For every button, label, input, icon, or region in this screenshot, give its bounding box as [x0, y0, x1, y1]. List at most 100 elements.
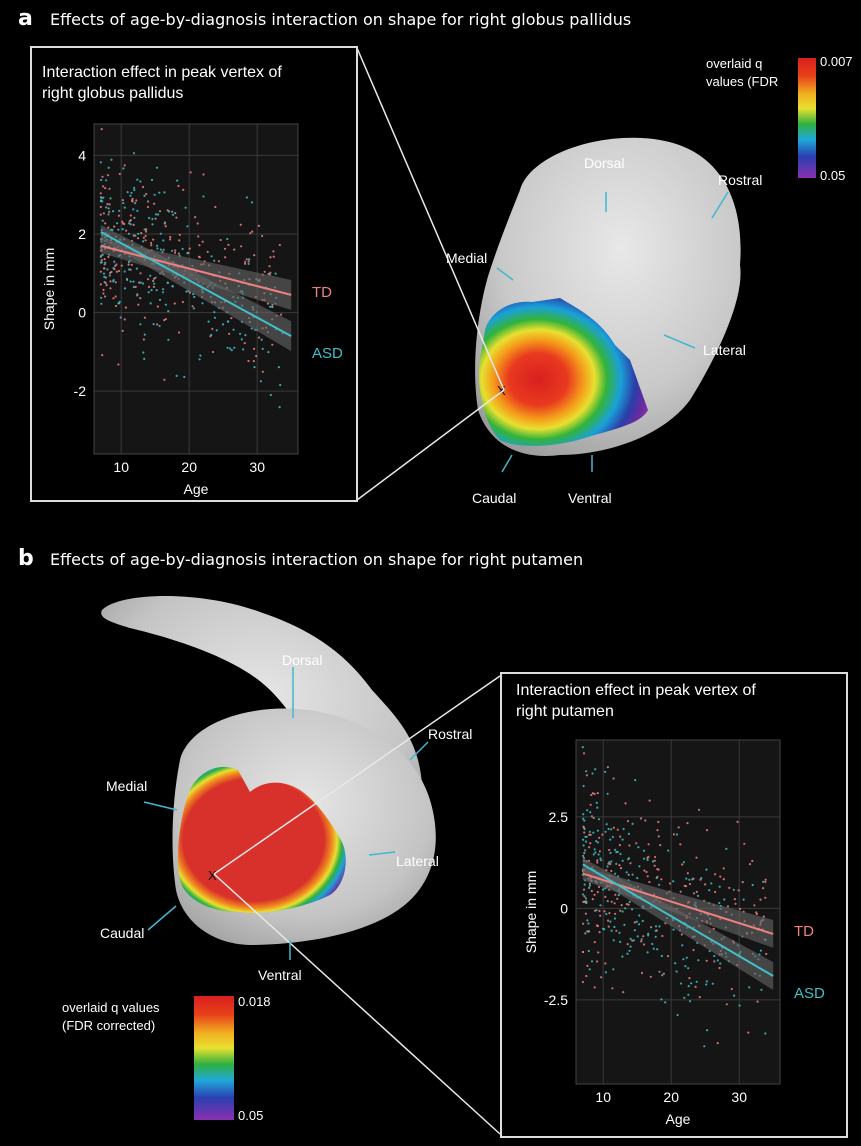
scatter-point	[164, 225, 167, 228]
colorbar-b-label-line1: overlaid q values	[62, 1000, 160, 1015]
colorbar-a-min: 0.05	[820, 168, 846, 183]
scatter-point	[675, 970, 678, 973]
scatter-point	[648, 880, 651, 884]
scatter-point	[99, 192, 102, 195]
scatter-point	[593, 893, 596, 896]
scatter-point	[583, 831, 586, 834]
scatter-point	[718, 966, 721, 970]
scatter-point	[628, 900, 631, 903]
x-tick-label: 30	[731, 1089, 747, 1105]
scatter-point	[133, 216, 136, 219]
scatter-point	[688, 1000, 692, 1003]
scatter-point	[631, 908, 634, 911]
y-axis-label: Shape in mm	[523, 871, 539, 953]
scatter-point	[597, 818, 601, 821]
scatter-point	[734, 902, 737, 905]
scatter-point	[691, 878, 694, 881]
scatter-point	[159, 232, 162, 235]
orientation-medial-a: Medial	[446, 250, 488, 266]
scatter-point	[591, 792, 594, 795]
scatter-point	[640, 971, 644, 975]
scatter-point	[116, 222, 119, 225]
scatter-point	[104, 222, 107, 225]
scatter-point	[764, 1032, 767, 1035]
scatter-point	[157, 213, 160, 216]
scatter-point	[125, 229, 128, 232]
scatter-point	[147, 291, 150, 294]
scatter-point	[250, 201, 254, 204]
scatter-point	[146, 205, 150, 209]
scatter-point	[596, 861, 599, 864]
scatter-point	[233, 248, 236, 251]
scatter-point	[144, 239, 147, 242]
scatter-point	[100, 302, 103, 305]
scatter-point	[597, 885, 601, 889]
scatter-point	[242, 348, 245, 351]
y-tick-label: -2.5	[544, 992, 568, 1008]
scatter-point	[213, 311, 216, 314]
scatter-point	[261, 347, 264, 350]
scatter-point	[606, 792, 609, 795]
scatter-point	[582, 844, 585, 847]
scatter-point	[626, 820, 630, 823]
scatter-point	[705, 983, 708, 986]
y-tick-label: 2	[78, 226, 86, 242]
scatter-point	[679, 890, 682, 893]
scatter-point	[267, 351, 270, 354]
scatter-point	[277, 366, 280, 369]
putamen-heatmap	[178, 766, 346, 913]
scatter-point	[182, 188, 185, 191]
scatter-point	[171, 210, 174, 213]
scatter-point	[635, 842, 638, 845]
scatter-point	[132, 285, 135, 289]
scatter-point	[654, 935, 657, 938]
scatter-point	[594, 768, 597, 771]
scatter-point	[587, 949, 590, 953]
scatter-point	[582, 922, 585, 925]
scatter-point	[117, 228, 120, 231]
scatter-point	[627, 903, 630, 906]
scatter-point	[107, 207, 110, 210]
scatter-point	[168, 210, 171, 213]
scatter-point	[177, 331, 181, 334]
colorbar-a-max: 0.007	[820, 54, 853, 69]
scatter-point	[278, 243, 281, 247]
scatter-point	[269, 256, 272, 259]
scatter-point	[627, 858, 630, 861]
scatter-points	[581, 746, 768, 1048]
orientation-caudal-b: Caudal	[100, 925, 145, 941]
scatter-point	[640, 940, 643, 943]
scatter-point	[117, 363, 120, 366]
scatter-point	[99, 255, 102, 258]
scatter-point	[599, 857, 602, 860]
scatter-point	[249, 232, 252, 235]
scatter-point	[167, 338, 170, 341]
scatter-point	[263, 270, 266, 273]
scatter-point	[632, 939, 635, 942]
scatter-point	[219, 238, 222, 242]
scatter-point	[127, 232, 131, 235]
scatter-point	[175, 374, 178, 377]
scatter-point	[139, 180, 142, 183]
y-axis-label: Shape in mm	[41, 248, 57, 330]
colorbar-b-label-line2: (FDR corrected)	[62, 1018, 156, 1033]
scatter-point	[656, 829, 659, 832]
scatter-point	[224, 256, 227, 259]
scatter-point	[152, 238, 155, 241]
scatter-point	[171, 249, 174, 252]
scatter-point	[685, 877, 688, 880]
scatter-point	[162, 248, 165, 251]
scatter-point	[610, 929, 613, 932]
scatter-point	[623, 923, 626, 926]
scatter-point	[127, 261, 130, 264]
scatter-point	[119, 316, 122, 319]
scatter-point	[247, 359, 250, 363]
scatter-point	[272, 250, 275, 253]
scatter-point	[688, 882, 692, 886]
scatter-point	[115, 270, 118, 273]
scatter-point	[100, 296, 103, 299]
scatter-point	[704, 883, 707, 886]
scatter-point	[143, 316, 146, 319]
scatter-point	[582, 813, 585, 816]
scatter-point	[148, 216, 151, 220]
